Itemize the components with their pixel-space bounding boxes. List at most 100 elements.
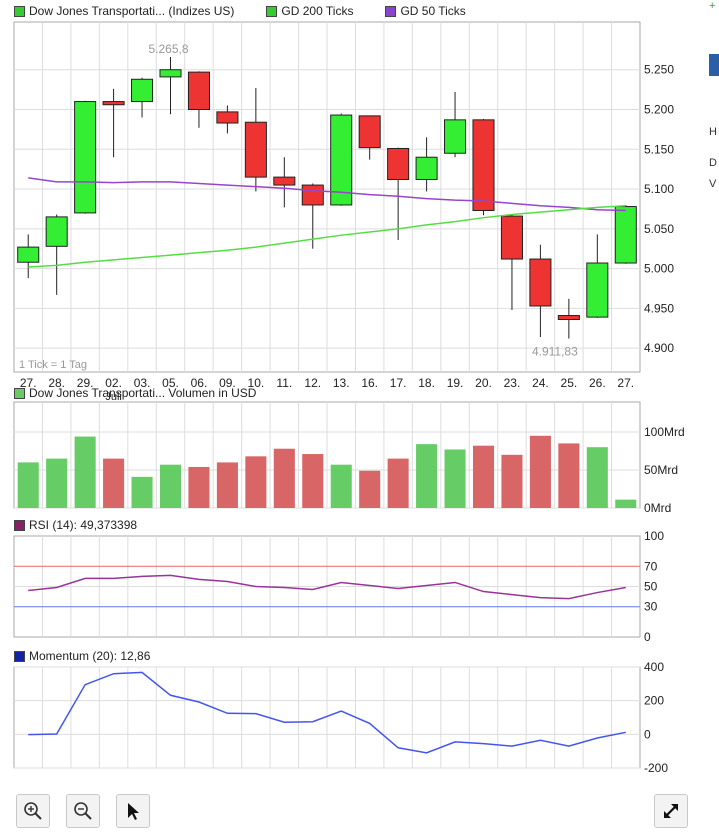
candle-body <box>614 206 637 264</box>
legend-label-sma50: GD 50 Ticks <box>400 4 466 18</box>
legend-swatch-sma200 <box>266 5 278 17</box>
expand-icon <box>664 804 678 818</box>
volume-bar <box>387 458 409 508</box>
y-tick-label: 5.000 <box>644 262 674 276</box>
volume-bar <box>216 462 238 508</box>
volume-bar <box>188 466 210 508</box>
volume-bar <box>273 448 295 508</box>
candle-body <box>131 78 154 103</box>
volume-bar <box>558 443 580 508</box>
y-tick-label: 100Mrd <box>644 425 685 439</box>
x-tick-label: 05. <box>162 376 179 390</box>
low-annotation: 4.911,83 <box>532 345 578 359</box>
legend-label-volume: Dow Jones Transportati... Volumen in USD <box>29 386 257 400</box>
rsi-legend: RSI (14): 49,373398 <box>14 518 163 532</box>
x-tick-label: 26. <box>589 376 606 390</box>
candle-body <box>557 315 580 321</box>
volume-bar <box>46 458 68 508</box>
price-legend: Dow Jones Transportati... (Indizes US) G… <box>14 4 492 18</box>
sma50-line <box>28 177 626 212</box>
legend-swatch-volume <box>14 387 25 399</box>
rsi-panel: 0 30 50 70 100 <box>13 529 664 644</box>
candle-body <box>102 101 125 106</box>
y-tick-label: -200 <box>644 761 668 775</box>
volume-bar <box>472 445 495 508</box>
legend-swatch-index <box>14 5 25 17</box>
zoom-out-button[interactable] <box>66 794 100 828</box>
legend-item-index[interactable]: Dow Jones Transportati... (Indizes US) <box>14 4 234 18</box>
candle-body <box>358 115 381 149</box>
x-tick-label: 03. <box>134 376 151 390</box>
y-tick-label: 200 <box>644 694 664 708</box>
y-tick-label: 100 <box>644 529 664 543</box>
fullscreen-button[interactable] <box>654 794 688 828</box>
x-tick-label: 02. <box>105 376 122 390</box>
legend-label-sma200: GD 200 Ticks <box>281 4 354 18</box>
legend-item-volume[interactable]: Dow Jones Transportati... Volumen in USD <box>14 386 256 400</box>
x-tick-label: 20. <box>475 376 492 390</box>
legend-item-sma50[interactable]: GD 50 Ticks <box>385 4 466 18</box>
x-tick-label: 09. <box>219 376 236 390</box>
x-tick-label: 29. <box>77 376 94 390</box>
volume-bar <box>103 458 125 508</box>
side-panel-header <box>709 54 719 76</box>
y-tick-label: 4.900 <box>644 341 674 355</box>
candle-body <box>159 69 182 78</box>
legend-swatch-sma50 <box>385 5 397 17</box>
y-tick-label: 5.200 <box>644 103 674 117</box>
price-panel: 4.900 4.950 5.000 5.050 5.100 5.150 5.200 5.250… <box>13 21 674 403</box>
momentum-panel: -200 0 200 400 <box>13 660 668 775</box>
x-tick-label: 12. <box>304 376 321 390</box>
volume-bar <box>359 470 381 508</box>
x-tick-label: 06. <box>191 376 208 390</box>
x-tick-label: 24. <box>532 376 549 390</box>
y-tick-label: 4.950 <box>644 301 674 315</box>
legend-item-sma200[interactable]: GD 200 Ticks <box>266 4 353 18</box>
candle-body <box>415 156 438 181</box>
volume-bar <box>615 499 637 508</box>
legend-label-index: Dow Jones Transportati... (Indizes US) <box>29 4 235 18</box>
volume-bar <box>529 435 551 508</box>
y-tick-label: 50Mrd <box>644 463 678 477</box>
x-tick-label: 27. <box>20 376 37 390</box>
candle-body <box>187 71 210 111</box>
y-tick-label: 5.100 <box>644 182 674 196</box>
x-tick-label: 10. <box>248 376 265 390</box>
candle-body <box>330 114 353 206</box>
x-tick-label: 13. <box>333 376 350 390</box>
sma200-line <box>28 205 626 268</box>
volume-bar <box>74 436 96 508</box>
y-tick-label: 0 <box>644 630 651 644</box>
x-tick-label: 28. <box>48 376 65 390</box>
zoom-in-button[interactable] <box>16 794 50 828</box>
momentum-line <box>28 671 626 754</box>
volume-bar <box>501 454 523 508</box>
x-tick-label: 17. <box>390 376 407 390</box>
y-tick-label: 0Mrd <box>644 501 671 515</box>
x-tick-label: 27. <box>617 376 634 390</box>
pointer-button[interactable] <box>116 794 150 828</box>
y-tick-label: 400 <box>644 660 664 674</box>
legend-item-momentum[interactable]: Momentum (20): 12,86 <box>14 649 150 663</box>
candle-body <box>301 184 324 206</box>
y-tick-label: 50 <box>644 580 658 594</box>
x-tick-label: 16. <box>361 376 378 390</box>
x-tick-label: 25. <box>561 376 578 390</box>
zoom-in-icon <box>24 802 42 820</box>
volume-bar <box>444 449 466 508</box>
candle-body <box>586 262 609 318</box>
candle-body <box>244 121 267 178</box>
y-tick-label: 0 <box>644 727 651 741</box>
side-fragment-v: V <box>709 178 717 190</box>
y-tick-label: 70 <box>644 559 658 573</box>
legend-label-rsi: RSI (14): 49,373398 <box>29 518 138 532</box>
candle-body <box>387 147 410 181</box>
legend-swatch-momentum <box>14 650 25 662</box>
legend-item-rsi[interactable]: RSI (14): 49,373398 <box>14 518 137 532</box>
chart-canvas[interactable]: 4.900 4.950 5.000 5.050 5.100 5.150 5.200 5.250… <box>0 0 719 790</box>
candle-body <box>17 246 40 263</box>
rsi-line <box>28 574 626 600</box>
zoom-out-icon <box>74 802 92 820</box>
volume-bar <box>131 476 153 508</box>
side-fragment-d: D <box>709 157 717 169</box>
